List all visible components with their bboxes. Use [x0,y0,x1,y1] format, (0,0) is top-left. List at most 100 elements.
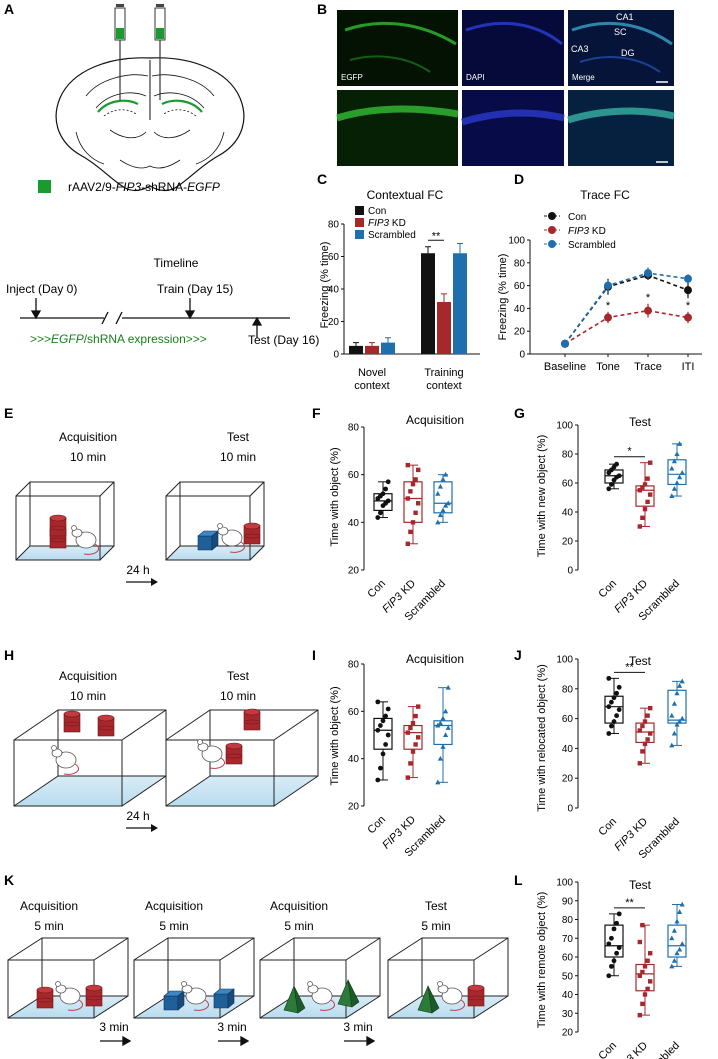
box-point [410,720,416,726]
chart-d-point [644,306,652,315]
h-arena-test-floor [166,776,318,806]
h-arena-acq-floor [14,776,166,806]
box-point [385,498,391,504]
chart-f-ytick-label: 20 [348,566,360,577]
box-point [416,467,421,473]
chart-d-ytick-label: 100 [508,236,525,247]
k-arena-3-edge [345,937,381,961]
h-arena-acq-front [13,739,123,807]
box-point [616,707,622,713]
h-test-label: Test [227,669,250,683]
chart-l-ytick-label: 70 [562,934,574,945]
chart-d-legend: Con FIP3 KD Scrambled [544,212,616,251]
box-point [614,920,619,926]
k-cube-2-side [227,988,235,1009]
box-point [674,690,680,696]
micrograph-label-egfp: EGFP [341,73,363,82]
e-object-cylinder-ring [49,537,67,543]
box-point [413,510,418,515]
box-point [637,973,642,978]
k-phase-4: Test [425,899,448,913]
box-point [674,721,680,727]
box-point [437,755,443,761]
k-arena-4-edge [473,995,509,1019]
h-acq-time: 10 min [70,689,106,703]
micrograph-row-top [337,10,674,86]
box-point [413,742,418,747]
chart-d-point [644,269,652,278]
box-point [671,730,677,736]
e-mouse-acq-ear [71,525,77,531]
k-arena-1-edge [93,937,129,961]
box-x-label: Con [365,578,388,601]
box-point [669,712,675,718]
box-x-label: Con [365,814,388,837]
chart-g-ytick-label: 60 [562,479,574,490]
box-point [378,765,383,771]
box-point [669,742,675,748]
panel-letter-b: B [317,1,327,17]
chart-d-ytick-label: 80 [514,258,526,269]
box-point [385,706,391,712]
k-mouse-2-tail [193,999,209,1011]
chart-c-xlabel-training-2: context [426,380,461,392]
chart-f-title: Acquisition [406,413,464,427]
k-cube-2 [213,993,229,1009]
e-acq-label: Acquisition [59,430,117,444]
chart-d-ytick-label: 0 [519,350,525,361]
h-object-relocated-ring [225,753,243,759]
box-point [405,541,410,546]
e-object-cylinder-test-top [243,522,261,530]
box-point [679,941,685,946]
h-acq-label: Acquisition [59,669,117,683]
box-point [616,945,622,951]
box-point [669,935,675,941]
chart-c-xlabel-novel-2: context [354,380,389,392]
box-point [677,946,683,952]
box-point [378,723,383,728]
chart-g-ytick-label: 40 [562,508,574,519]
chart-j-ytick-label: 20 [562,774,574,785]
chart-d-point [561,339,569,348]
syringe-left-icon [114,4,126,100]
chart-g-ytick-label: 100 [556,421,573,432]
box-point [640,922,645,928]
box-point [380,751,386,757]
h-arenas [13,708,319,807]
k-pyr-2-side [347,979,360,1008]
chart-d-xtick-label: Baseline [544,361,586,373]
chart-g-ytick-label: 20 [562,537,574,548]
box-point [609,699,614,705]
k-arena-4-edge [473,937,509,961]
chart-i-ytick-label: 40 [348,754,360,765]
chart-f-ylabel: Time with object (%) [329,447,341,546]
h-mouse-acq-ear [51,745,57,751]
box-point [674,480,680,485]
box-iqr [403,724,423,750]
chart-c-xlabel-novel: Novel [358,367,386,379]
region-label-ca3: CA3 [571,44,589,54]
box-point [642,482,648,487]
box-point [637,939,642,945]
k-mouse-1-body [59,987,81,1005]
box-point [611,958,617,964]
box-iqr [433,481,453,514]
panel-letter-i: I [312,647,316,663]
box-point [410,749,416,754]
box-point [445,684,451,690]
k-interval-1: 3 min [99,1020,128,1034]
chart-d-sig-label: * [646,292,651,304]
box-point [606,704,612,710]
box-point [674,950,680,956]
box-sig-label: ** [625,897,634,909]
box-iqr [604,924,624,958]
chart-d-xtick-label: Tone [596,361,620,373]
box-point [410,482,416,487]
virus-legend-label: rAAV2/9-FIP3-shRNA-EGFP [68,180,220,194]
h-arena-test-front [165,739,275,807]
h-object-1-ring [63,721,81,727]
h-object-3-ring [243,719,261,725]
box-point [445,725,451,730]
e-arenas [15,481,265,561]
